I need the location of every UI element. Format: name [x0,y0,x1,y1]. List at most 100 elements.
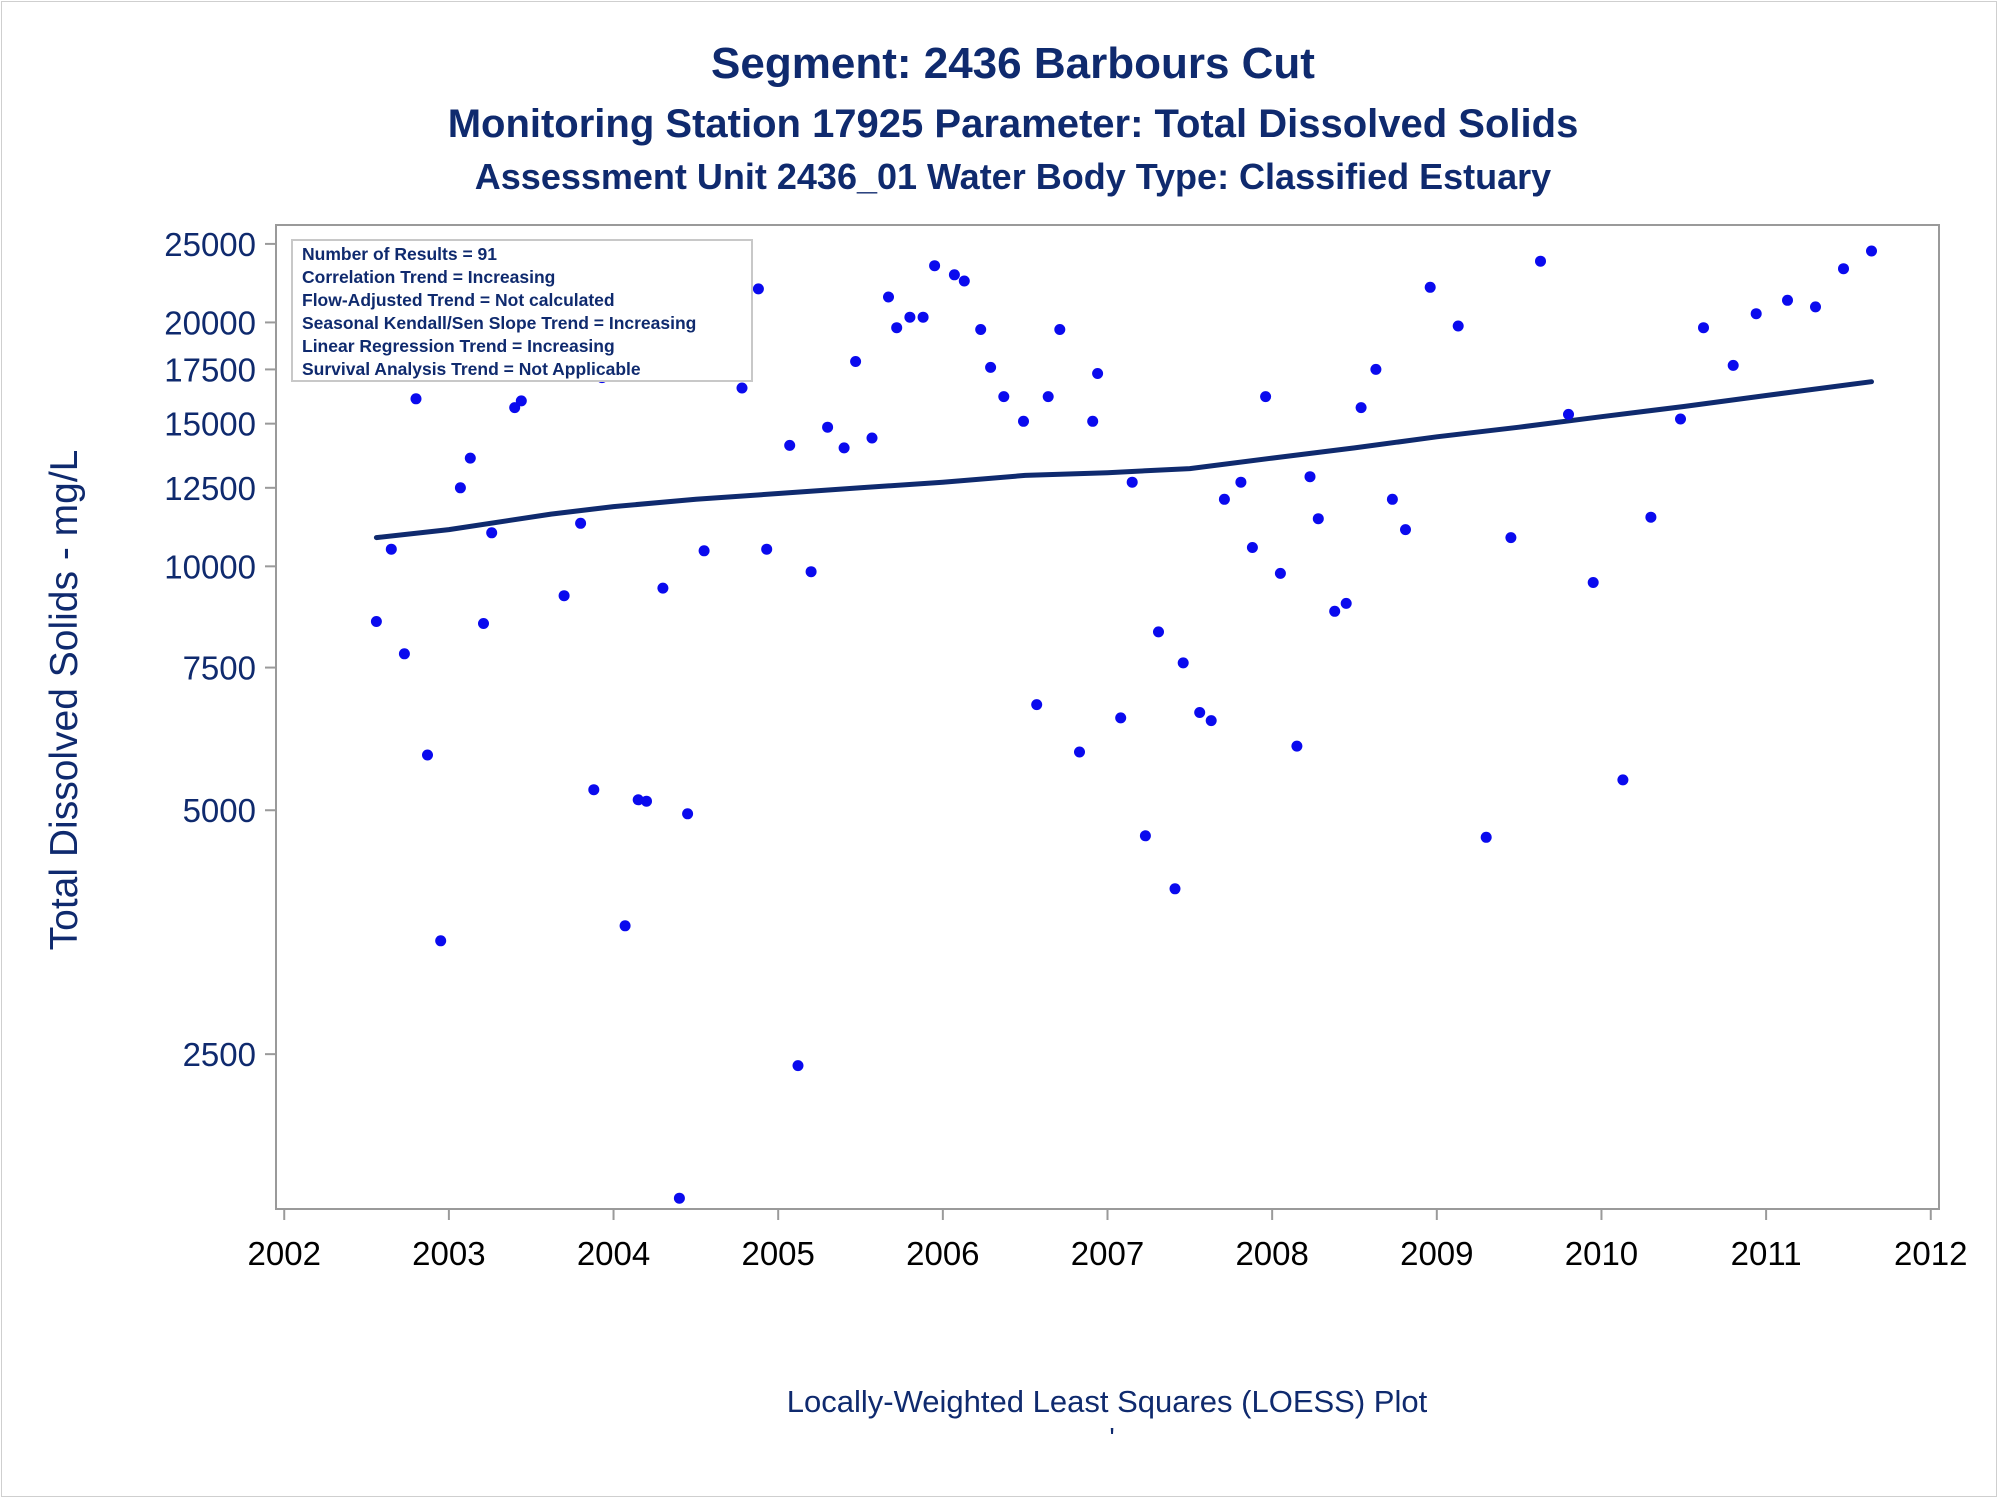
data-point [435,935,447,947]
chart-footnote: Locally-Weighted Least Squares (LOESS) P… [787,1384,1428,1419]
data-point [752,283,764,295]
data-point [1675,413,1686,425]
data-point [641,795,652,807]
legend-line-flow-adjusted: Flow-Adjusted Trend = Not calculated [302,290,615,310]
data-points [370,245,1877,1204]
y-tick-label: 12500 [164,470,256,507]
data-point [1177,657,1189,669]
y-axis-label: Total Dissolved Solids - mg/L [43,450,86,951]
data-point [736,382,748,394]
data-point [1274,567,1286,579]
data-point [385,543,397,555]
data-point [1535,255,1546,267]
data-point [1235,476,1247,488]
x-tick-label: 2002 [248,1235,321,1272]
data-point [792,1060,804,1072]
data-point [958,275,970,287]
data-point [1246,542,1258,553]
legend-box [291,239,753,382]
data-point [1505,532,1517,544]
x-tick-label: 2004 [577,1235,650,1272]
data-point [478,618,489,629]
data-point [761,543,773,555]
data-point [515,395,527,407]
data-point [1750,308,1762,320]
data-point [1153,626,1164,638]
data-point [1054,324,1066,335]
data-point [698,545,710,557]
y-tick-label: 25000 [164,226,256,263]
x-tick-label: 2006 [906,1235,979,1272]
data-point [1042,391,1054,403]
data-point [1727,359,1739,371]
loess-trend-line [373,379,1874,541]
x-tick-label: 2011 [1731,1235,1802,1272]
chart-subtitle: Monitoring Station 17925 Parameter: Tota… [448,102,1579,146]
x-axis: 2002 2003 2004 2005 2006 2007 2008 2009 2010 2011… [248,1209,1967,1272]
x-tick-label: 2012 [1894,1235,1967,1272]
trend-legend: Number of Results = 91 Correlation Trend… [291,239,753,382]
data-point [1563,408,1574,420]
data-point [1645,511,1657,523]
data-point [486,527,498,539]
data-point [866,432,878,444]
data-point [1291,740,1303,752]
chart-subtitle-2: Assessment Unit 2436_01 Water Body Type:… [475,156,1551,197]
data-point [588,784,600,796]
data-point [1087,415,1099,427]
data-point [891,322,903,334]
data-point [1074,746,1085,758]
x-tick-label: 2008 [1235,1235,1308,1272]
legend-line-linear-regression: Linear Regression Trend = Increasing [302,336,615,356]
data-point [454,482,466,494]
x-tick-label: 2003 [412,1235,485,1272]
data-point [575,517,587,529]
data-point [1866,245,1877,257]
data-point [619,920,631,932]
y-tick-label: 7500 [183,650,256,687]
data-point [1139,830,1151,842]
data-point [1092,368,1104,379]
data-point [1329,605,1341,617]
data-point [929,260,941,272]
y-tick-label: 2500 [183,1036,256,1073]
data-point [1452,320,1464,332]
data-point [850,356,862,367]
data-point [1312,513,1324,525]
data-point [509,402,521,414]
data-point [1115,712,1127,724]
data-point [1617,774,1629,786]
data-point [657,582,669,594]
legend-line-survival: Survival Analysis Trend = Not Applicable [302,359,641,379]
y-tick-label: 10000 [164,548,256,585]
data-point [1810,301,1821,313]
data-point [1400,524,1411,536]
data-point [985,361,997,373]
x-tick-label: 2005 [741,1235,814,1272]
data-point [1194,707,1206,718]
data-point [838,442,850,454]
data-point [1782,294,1793,306]
y-tick-label: 15000 [164,406,256,443]
y-axis: 2500 5000 7500 10000 12500 15000 17500 20000 250… [164,226,276,1073]
data-point [975,324,987,335]
data-point [1587,577,1599,588]
x-tick-label: 2009 [1400,1235,1473,1272]
data-point [1355,402,1367,414]
data-point [1480,831,1492,843]
data-point [822,421,834,433]
data-point [410,393,422,405]
data-point [883,291,894,303]
x-tick-label: 2007 [1071,1235,1144,1272]
data-point [904,311,916,323]
data-point [1424,281,1436,293]
data-point [1838,263,1849,275]
data-point [398,648,410,660]
data-point [1018,415,1029,427]
data-point [1169,883,1181,895]
y-tick-label: 20000 [164,304,256,341]
data-point [805,566,817,578]
data-point [1698,322,1709,334]
